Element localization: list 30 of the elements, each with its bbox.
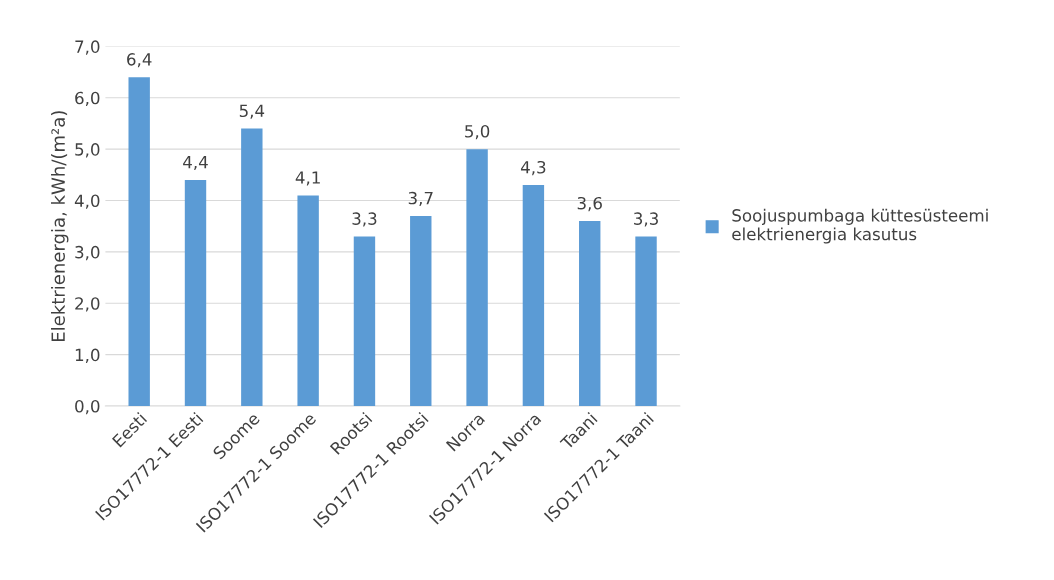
y-axis-title: Elektrienergia, kWh/(m²a)	[51, 111, 69, 341]
data-label: 5,4	[239, 104, 265, 119]
y-tick-label: 6,0	[75, 91, 100, 107]
bar	[635, 236, 657, 406]
bar	[466, 149, 488, 406]
data-label: 4,1	[295, 171, 320, 186]
y-tick-label: 5,0	[75, 143, 100, 158]
data-label: 5,0	[465, 124, 490, 140]
y-tick-label: 0,0	[75, 399, 100, 415]
y-tick-label: 4,0	[74, 194, 100, 209]
bar	[184, 179, 207, 406]
bar	[297, 195, 319, 406]
y-tick-label: 7,0	[75, 40, 100, 55]
data-label: 3,3	[634, 212, 658, 227]
data-label: 4,3	[520, 160, 546, 176]
data-label: 3,7	[408, 191, 433, 207]
data-label: 3,6	[577, 196, 602, 212]
y-tick-label: 3,0	[75, 245, 100, 261]
bar	[353, 236, 376, 406]
data-label: 3,3	[352, 212, 377, 227]
data-label: 4,4	[183, 156, 208, 171]
bar	[241, 128, 263, 406]
bar	[579, 221, 601, 406]
bar	[128, 77, 150, 406]
bar	[522, 185, 545, 406]
legend-label: Soojuspumbaga küttesüsteemi elektrienergia kasutus	[732, 208, 988, 244]
y-tick-label: 1,0	[75, 348, 100, 363]
bar	[410, 215, 432, 406]
data-label: 6,4	[127, 53, 152, 68]
y-tick-label: 2,0	[75, 297, 100, 312]
